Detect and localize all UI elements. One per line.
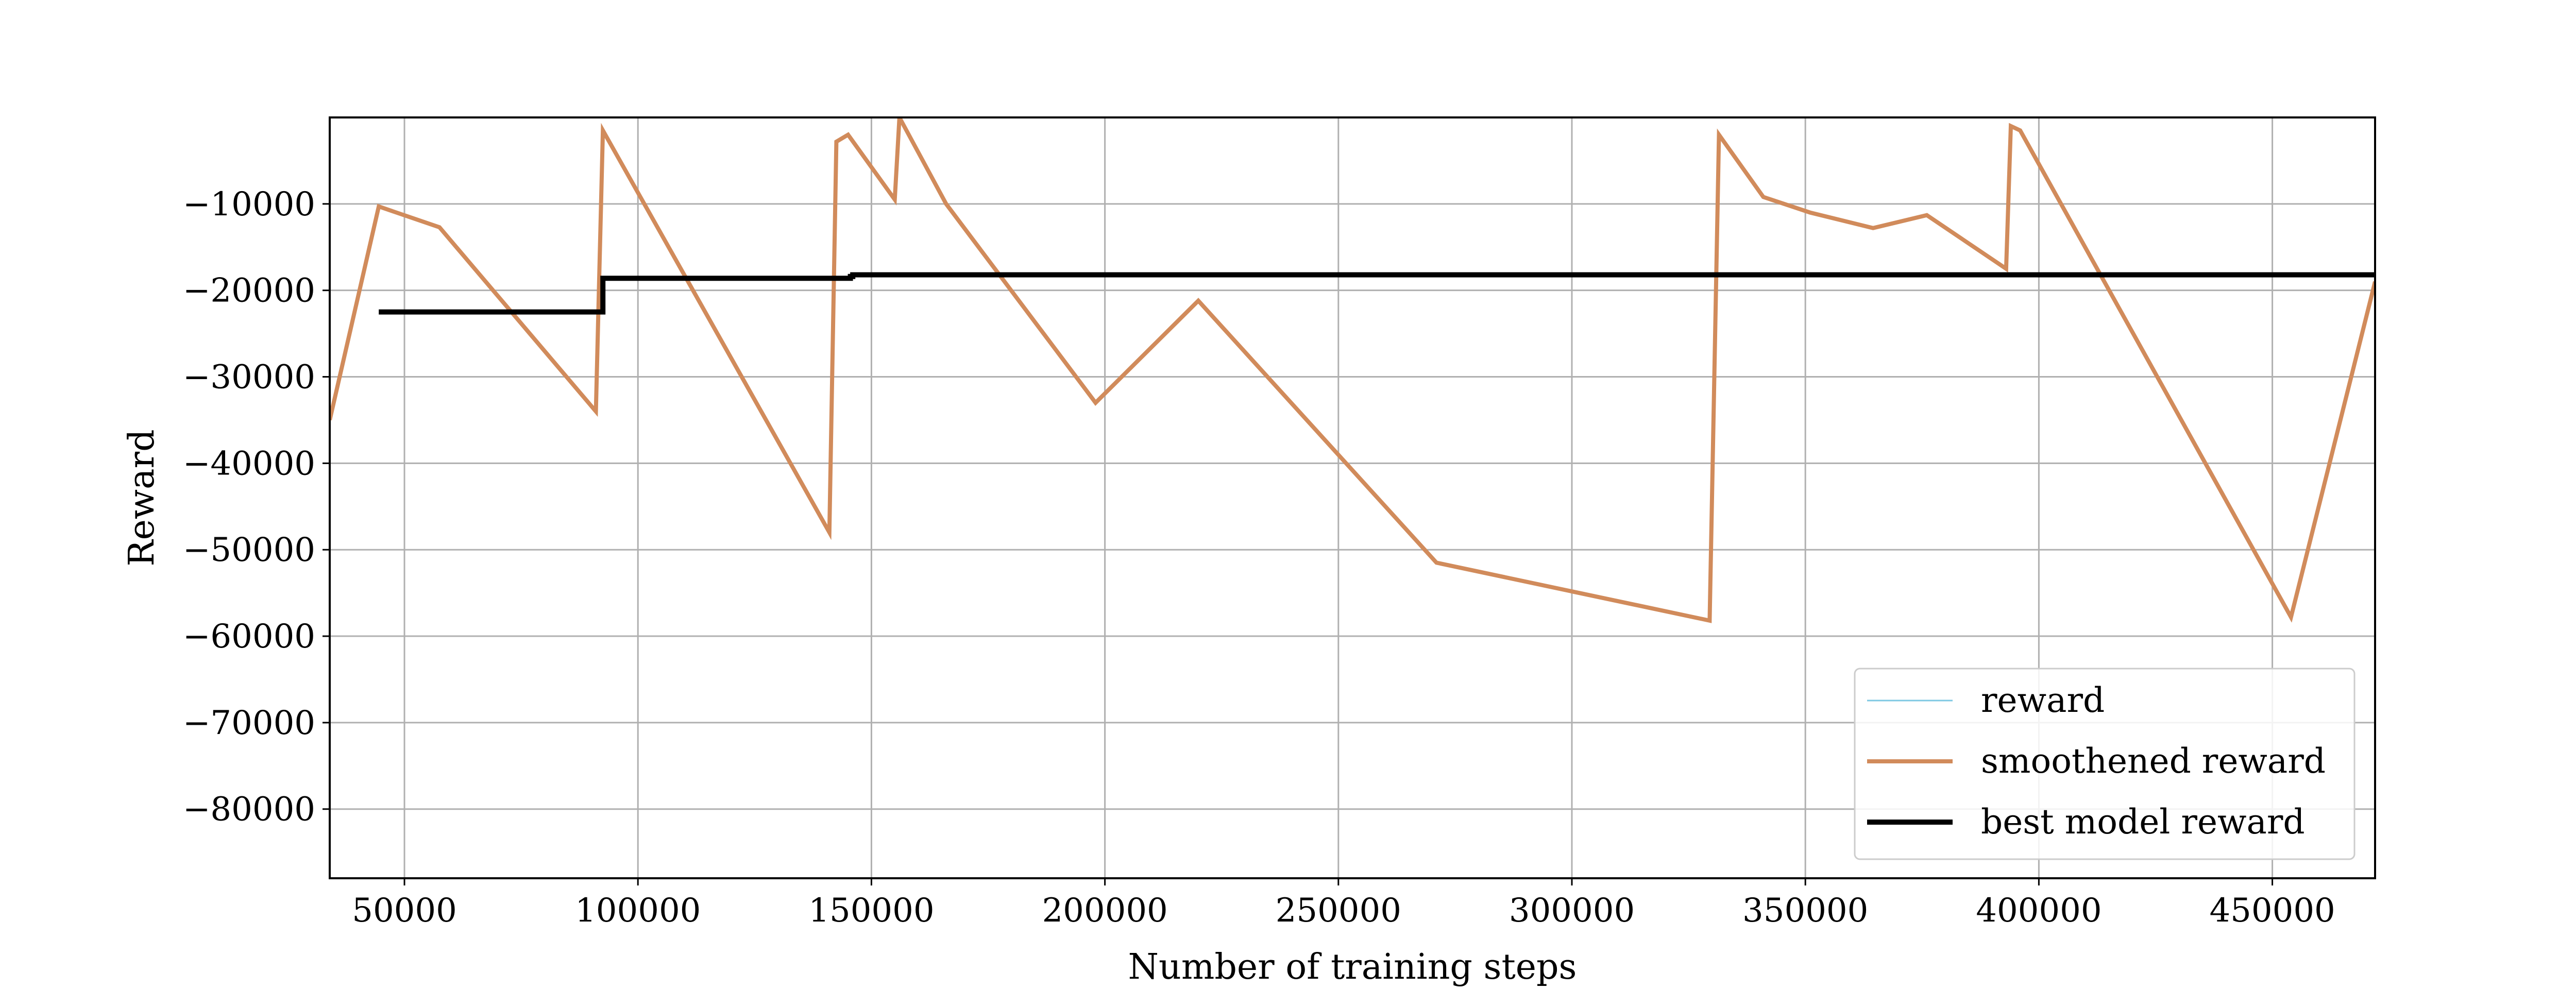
plot-frame [329, 116, 2376, 879]
y-tick-label: −30000 [183, 359, 315, 397]
x-tick-label: 200000 [1042, 892, 1167, 930]
x-tick-label: 400000 [1976, 892, 2102, 930]
legend: reward smoothened reward best model reward [1854, 668, 2355, 860]
y-tick-label: −40000 [183, 445, 315, 483]
legend-label: reward [1981, 680, 2105, 720]
y-tick-label: −60000 [183, 618, 315, 656]
legend-label: best model reward [1981, 802, 2305, 842]
x-tick-label: 450000 [2209, 892, 2335, 930]
best-model-reward-line [379, 272, 2375, 315]
y-tick-label: −70000 [183, 704, 315, 742]
y-tick-label: −80000 [183, 791, 315, 829]
x-tick-label: 300000 [1509, 892, 1635, 930]
grid-lines [330, 117, 2375, 878]
smoothened-reward-line [330, 117, 2375, 623]
y-tick-label: −50000 [183, 531, 315, 569]
x-tick-label: 150000 [808, 892, 934, 930]
legend-box [1854, 668, 2355, 860]
x-tick-label: 50000 [352, 892, 457, 930]
y-tick-label: −20000 [183, 272, 315, 310]
y-tick-label: −10000 [183, 185, 315, 224]
y-axis: −10000 −20000 −30000 −40000 −50000 −60000 −700… [183, 185, 330, 829]
x-axis: 50000 100000 150000 200000 250000 300000 35000… [352, 878, 2335, 930]
x-tick-label: 350000 [1742, 892, 1868, 930]
x-tick-label: 100000 [575, 892, 701, 930]
y-axis-label: Reward [122, 429, 162, 566]
legend-label: smoothened reward [1981, 741, 2326, 781]
x-tick-label: 250000 [1276, 892, 1401, 930]
series-group [330, 117, 2375, 623]
x-axis-label: Number of training steps [1128, 947, 1577, 987]
